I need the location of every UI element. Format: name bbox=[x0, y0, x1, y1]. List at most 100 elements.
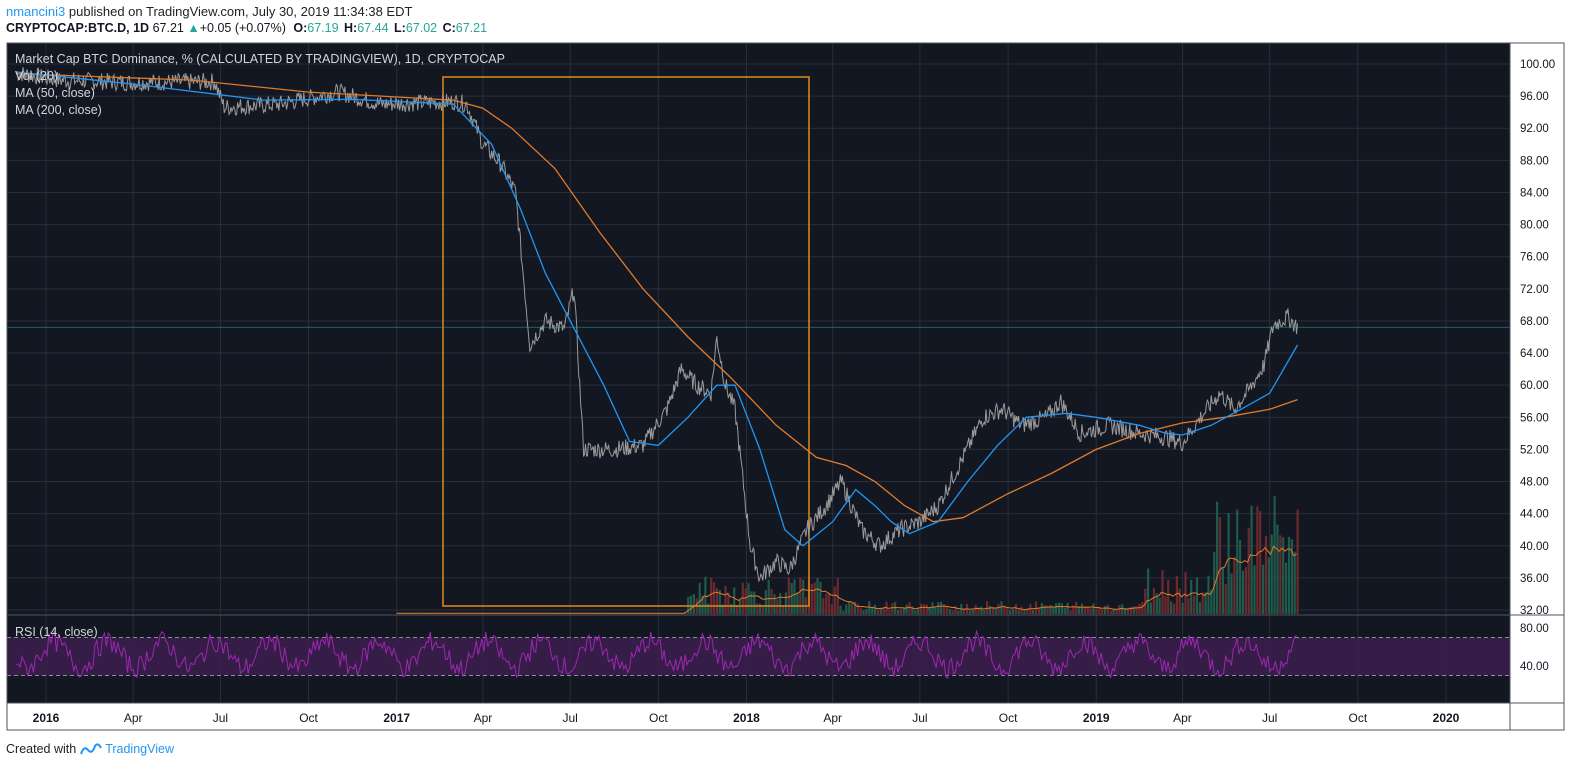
volume-bar bbox=[1247, 527, 1250, 614]
y-tick-label: 80.00 bbox=[1520, 220, 1549, 232]
volume-bar bbox=[942, 604, 946, 614]
volume-bar bbox=[813, 582, 816, 614]
legend-vol[interactable]: Vol (20) bbox=[15, 69, 58, 83]
volume-bar bbox=[1262, 564, 1265, 614]
y-tick-label: 36.00 bbox=[1520, 573, 1549, 585]
volume-bar bbox=[899, 609, 902, 614]
volume-bar bbox=[1037, 608, 1040, 614]
footer: Created with TradingView bbox=[6, 742, 174, 756]
volume-bar bbox=[1000, 601, 1003, 614]
volume-bar bbox=[721, 604, 724, 614]
volume-bar bbox=[963, 608, 966, 614]
volume-bar bbox=[902, 608, 905, 614]
volume-bar bbox=[937, 602, 940, 614]
highlight-box[interactable] bbox=[442, 76, 810, 607]
y-tick-label: 88.00 bbox=[1520, 155, 1549, 167]
y-tick-label: 56.00 bbox=[1520, 412, 1549, 424]
rectangle-drawing[interactable] bbox=[442, 76, 810, 607]
volume-bar bbox=[1040, 603, 1043, 614]
volume-bar bbox=[997, 604, 1000, 614]
open-value: 67.19 bbox=[307, 21, 339, 35]
volume-bar bbox=[1181, 602, 1184, 614]
volume-bar bbox=[1187, 598, 1190, 614]
series-btc-dominance bbox=[15, 67, 1298, 583]
x-tick-label: 2017 bbox=[383, 711, 410, 725]
volume-bar bbox=[1141, 601, 1144, 614]
open-label: O: bbox=[293, 21, 308, 35]
volume-bar bbox=[1256, 506, 1259, 614]
volume-bar bbox=[994, 608, 997, 614]
volume-bar bbox=[977, 607, 980, 614]
volume-bar bbox=[1089, 608, 1092, 614]
volume-bar bbox=[727, 592, 730, 614]
volume-ma-line bbox=[396, 545, 1297, 614]
volume-bar bbox=[940, 601, 943, 614]
x-tick-label: Apr bbox=[124, 711, 143, 725]
volume-bar bbox=[865, 609, 868, 614]
volume-bar bbox=[767, 579, 770, 614]
y-tick-label: 32.00 bbox=[1520, 605, 1549, 617]
volume-bar bbox=[873, 604, 877, 614]
time-axis[interactable] bbox=[7, 703, 1510, 730]
rsi-series bbox=[16, 629, 1297, 680]
volume-bar bbox=[712, 582, 716, 614]
tradingview-logo-icon bbox=[80, 743, 103, 755]
volume-bar bbox=[859, 607, 862, 614]
volume-bar bbox=[733, 587, 736, 614]
volume-bar bbox=[882, 607, 885, 614]
volume-bar bbox=[773, 594, 776, 614]
volume-bar bbox=[951, 610, 954, 614]
legend-rsi[interactable]: RSI (14, close) bbox=[15, 625, 98, 639]
volume-bar bbox=[1161, 570, 1164, 614]
published-text: published on TradingView.com, July 30, 2… bbox=[68, 4, 413, 19]
volume-bar bbox=[1095, 607, 1098, 614]
volume-bar bbox=[914, 610, 917, 614]
volume-bar bbox=[1083, 606, 1086, 614]
volume-bar bbox=[1126, 607, 1130, 614]
volume-bar bbox=[1098, 606, 1101, 614]
volume-bar bbox=[1135, 606, 1138, 614]
volume-bar bbox=[871, 606, 874, 614]
tradingview-brand-link[interactable]: TradingView bbox=[105, 742, 174, 756]
x-tick-label: Oct bbox=[1349, 711, 1368, 725]
volume-bar bbox=[1213, 551, 1216, 614]
volume-bar bbox=[715, 587, 718, 614]
author-link[interactable]: nmancini3 bbox=[6, 4, 66, 19]
volume-bar bbox=[1006, 607, 1009, 614]
volume-bar bbox=[710, 577, 713, 614]
volume-bar bbox=[1014, 604, 1017, 614]
volume-bar bbox=[1195, 577, 1199, 614]
volume-bar bbox=[945, 606, 948, 614]
volume-bar bbox=[1198, 602, 1201, 614]
volume-bar bbox=[779, 593, 782, 614]
volume-bar bbox=[917, 608, 920, 614]
y-tick-label: 72.00 bbox=[1520, 284, 1549, 296]
publish-info: nmancini3 published on TradingView.com, … bbox=[6, 4, 412, 19]
volume-bar bbox=[1069, 610, 1072, 614]
volume-bar bbox=[1267, 557, 1270, 614]
volume-bar bbox=[983, 610, 986, 614]
low-label: L: bbox=[394, 21, 406, 35]
volume-bar bbox=[1149, 602, 1153, 614]
legend-ma200[interactable]: MA (200, close) bbox=[15, 103, 102, 117]
volume-bar bbox=[1285, 562, 1288, 614]
volume-bar bbox=[1124, 608, 1127, 614]
volume-bar bbox=[850, 603, 854, 614]
x-tick-label: Apr bbox=[1173, 711, 1192, 725]
volume-bar bbox=[1092, 603, 1095, 614]
volume-bar bbox=[905, 604, 908, 614]
x-tick-label: 2019 bbox=[1083, 711, 1110, 725]
volume-bar bbox=[764, 590, 767, 614]
volume-bar bbox=[1052, 607, 1055, 614]
volume-bar bbox=[879, 607, 882, 614]
y-tick-label: 76.00 bbox=[1520, 252, 1549, 264]
legend-ma50[interactable]: MA (50, close) bbox=[15, 86, 95, 100]
y-tick-label: 96.00 bbox=[1520, 91, 1549, 103]
x-tick-label: 2020 bbox=[1433, 711, 1460, 725]
volume-bar bbox=[753, 591, 756, 614]
volume-bar bbox=[827, 593, 831, 614]
volume-bar bbox=[1055, 603, 1058, 614]
volume-bar bbox=[1233, 557, 1236, 614]
price-series bbox=[15, 67, 1299, 583]
